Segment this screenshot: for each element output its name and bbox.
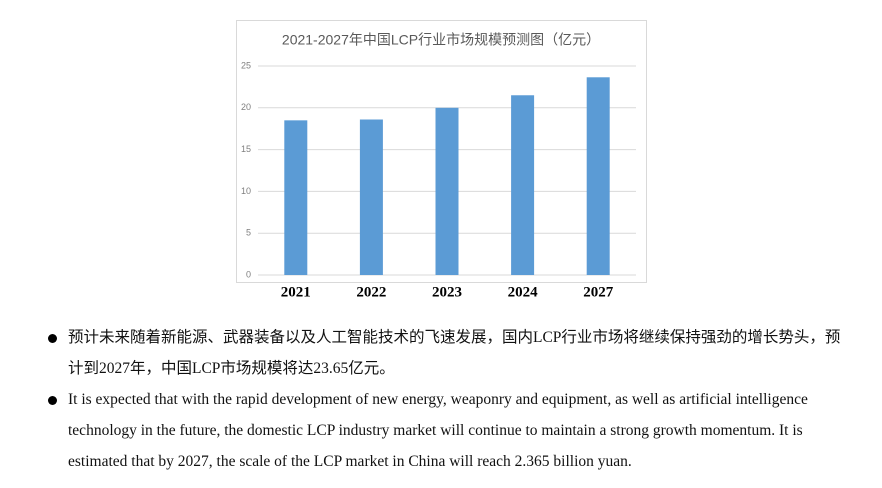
bar xyxy=(586,77,610,275)
bullet-dot xyxy=(48,334,57,343)
y-tick-label: 10 xyxy=(241,186,251,196)
y-tick-label: 0 xyxy=(246,269,251,279)
y-tick-label: 20 xyxy=(241,102,251,112)
y-tick-label: 15 xyxy=(241,144,251,154)
x-tick-label: 2021 xyxy=(281,284,311,300)
bar xyxy=(359,119,383,275)
y-tick-label: 5 xyxy=(246,228,251,238)
bullet-text: 预计未来随着新能源、武器装备以及人工智能技术的飞速发展，国内LCP行业市场将继续… xyxy=(68,329,841,377)
x-tick-label: 2022 xyxy=(356,284,386,300)
bullet-item: 预计未来随着新能源、武器装备以及人工智能技术的飞速发展，国内LCP行业市场将继续… xyxy=(44,322,844,384)
chart: 2021-2027年中国LCP行业市场规模预测图（亿元） 0 5 10 15 20 25 2… xyxy=(236,20,647,300)
bullet-dot xyxy=(48,396,57,405)
x-tick-label: 2027 xyxy=(583,284,614,300)
bar xyxy=(435,107,459,275)
bullet-text: It is expected that with the rapid devel… xyxy=(68,391,808,470)
bullet-item: It is expected that with the rapid devel… xyxy=(44,384,844,477)
bullet-list: 预计未来随着新能源、武器装备以及人工智能技术的飞速发展，国内LCP行业市场将继续… xyxy=(44,322,844,477)
bar xyxy=(284,120,308,275)
bar xyxy=(511,95,535,275)
y-tick-label: 25 xyxy=(241,60,251,70)
x-tick-label: 2023 xyxy=(432,284,462,300)
chart-title: 2021-2027年中国LCP行业市场规模预测图（亿元） xyxy=(282,32,600,48)
x-tick-label: 2024 xyxy=(508,284,539,300)
